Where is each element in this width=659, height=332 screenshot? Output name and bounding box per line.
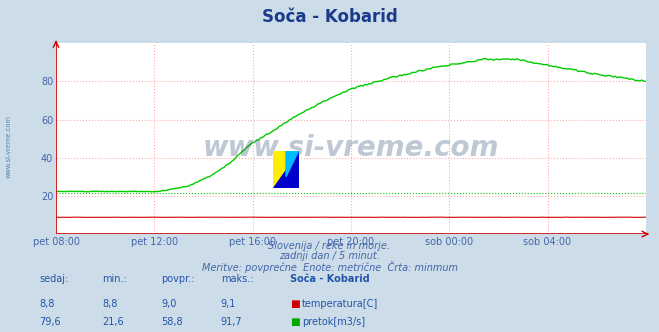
Text: pretok[m3/s]: pretok[m3/s] (302, 317, 365, 327)
Text: www.si-vreme.com: www.si-vreme.com (203, 134, 499, 162)
Text: min.:: min.: (102, 274, 127, 284)
Text: 79,6: 79,6 (40, 317, 61, 327)
Text: ■: ■ (290, 299, 300, 309)
Text: 8,8: 8,8 (102, 299, 117, 309)
Text: 9,1: 9,1 (221, 299, 236, 309)
Text: temperatura[C]: temperatura[C] (302, 299, 378, 309)
Text: 9,0: 9,0 (161, 299, 177, 309)
Text: 21,6: 21,6 (102, 317, 124, 327)
Text: 8,8: 8,8 (40, 299, 55, 309)
Text: maks.:: maks.: (221, 274, 253, 284)
Text: Soča - Kobarid: Soča - Kobarid (290, 274, 370, 284)
Text: sedaj:: sedaj: (40, 274, 69, 284)
Text: 58,8: 58,8 (161, 317, 183, 327)
Polygon shape (286, 151, 299, 177)
Polygon shape (273, 151, 299, 188)
Polygon shape (273, 151, 299, 188)
Text: Soča - Kobarid: Soča - Kobarid (262, 8, 397, 26)
Text: Slovenija / reke in morje.: Slovenija / reke in morje. (268, 241, 391, 251)
Text: www.si-vreme.com: www.si-vreme.com (5, 115, 12, 178)
Text: Meritve: povprečne  Enote: metrične  Črta: minmum: Meritve: povprečne Enote: metrične Črta:… (202, 261, 457, 273)
Text: zadnji dan / 5 minut.: zadnji dan / 5 minut. (279, 251, 380, 261)
Text: 91,7: 91,7 (221, 317, 243, 327)
Text: povpr.:: povpr.: (161, 274, 195, 284)
Text: ■: ■ (290, 317, 300, 327)
